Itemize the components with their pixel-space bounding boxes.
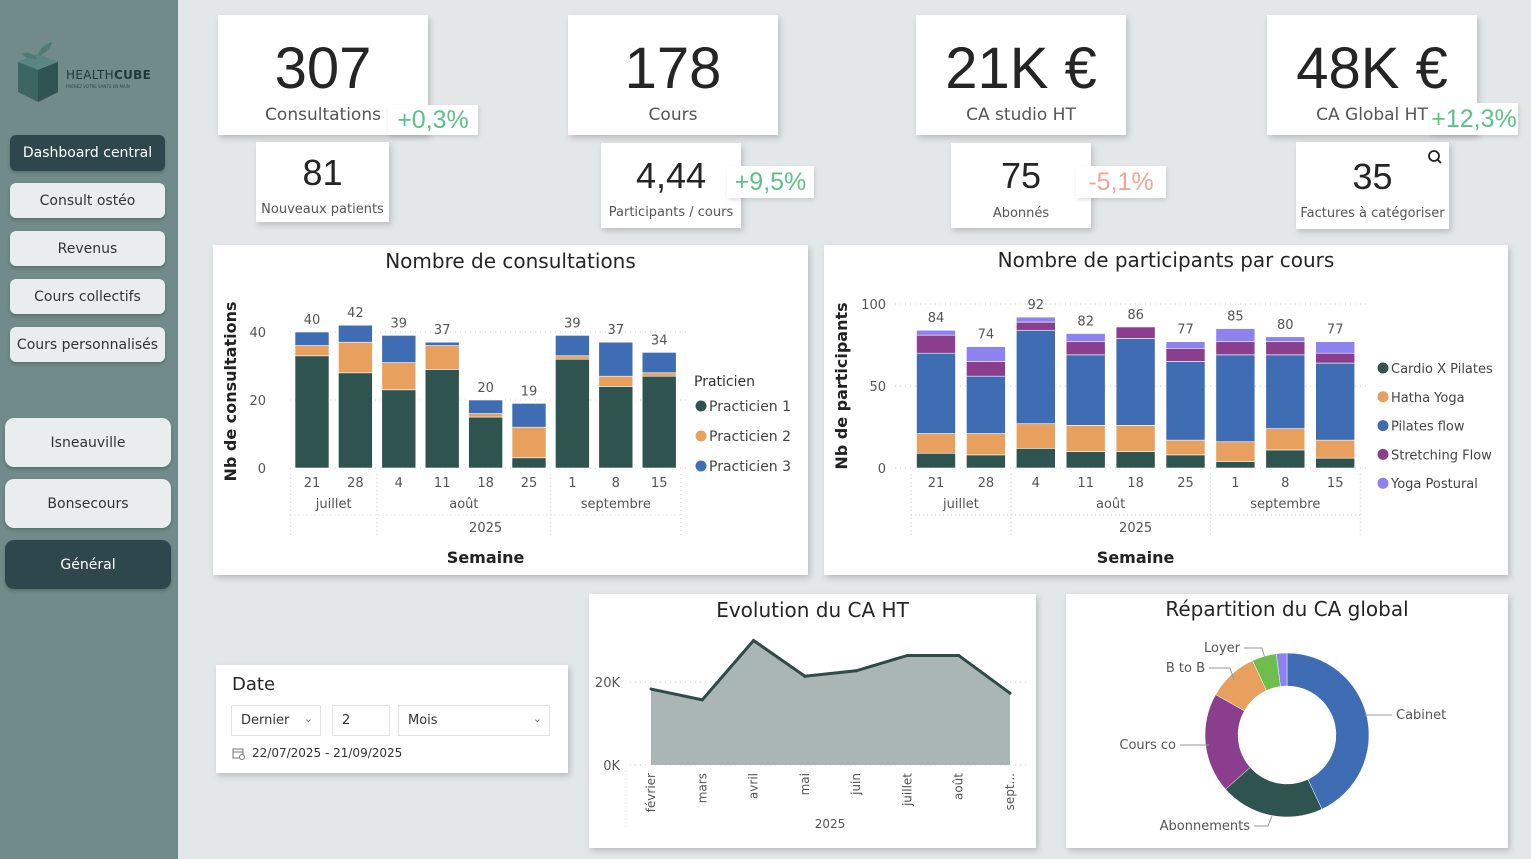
kpi-consultations-value: 307: [274, 36, 372, 101]
kpi-consultations-delta: +0,3%: [388, 105, 478, 135]
date-filter-panel: Date Dernier ⌄ 2 Mois ⌄ 22/07/2025 - 21/09…: [216, 665, 568, 773]
kpi-nouveaux-patients-card: 81 Nouveaux patients: [256, 142, 389, 222]
date-filter-title: Date: [232, 674, 276, 695]
ca-evolution-panel: Evolution du CA HT: [589, 594, 1036, 848]
kpi-ca-global-label: CA Global HT: [1316, 105, 1428, 125]
nav-consult-osteo[interactable]: Consult ostéo: [10, 183, 165, 218]
nav-dashboard-central[interactable]: Dashboard central: [10, 135, 165, 171]
nav-cours-collectifs[interactable]: Cours collectifs: [10, 279, 165, 314]
date-unit-select[interactable]: Mois ⌄: [398, 705, 550, 736]
site-bonsecours-button[interactable]: Bonsecours: [5, 479, 171, 528]
kpi-ca-global-value: 48K €: [1296, 36, 1448, 101]
consultations-chart-title: Nombre de consultations: [385, 249, 636, 273]
chevron-down-icon: ⌄: [532, 712, 542, 725]
kpi-ca-global-card: 48K € CA Global HT: [1267, 15, 1477, 135]
kpi-factures-label: Factures à catégoriser: [1300, 206, 1445, 221]
ca-evolution-title: Evolution du CA HT: [716, 598, 909, 622]
ca-repartition-title: Répartition du CA global: [1165, 597, 1409, 621]
kpi-participants-card: 4,44 Participants / cours: [601, 143, 741, 228]
nav-cours-personnalises[interactable]: Cours personnalisés: [10, 327, 165, 362]
kpi-abonnes-value: 75: [1000, 155, 1042, 196]
date-mode-select[interactable]: Dernier ⌄: [231, 705, 321, 736]
kpi-ca-global-delta: +12,3%: [1430, 103, 1518, 135]
kpi-ca-studio-label: CA studio HT: [966, 105, 1076, 125]
kpi-factures-card[interactable]: 35 Factures à catégoriser: [1296, 142, 1449, 229]
brand-tagline: PRENEZ VOTRE SANTE EN MAIN: [66, 84, 130, 89]
participants-chart-title: Nombre de participants par cours: [997, 248, 1335, 272]
date-count-input[interactable]: 2: [332, 705, 390, 736]
site-isneauville-button[interactable]: Isneauville: [5, 418, 171, 467]
calendar-icon: [232, 748, 245, 760]
kpi-consultations-label: Consultations: [265, 105, 381, 125]
consultations-chart-panel: Nombre de consultations: [213, 245, 808, 575]
kpi-cours-label: Cours: [648, 105, 698, 125]
site-general-button[interactable]: Général: [5, 540, 171, 589]
search-icon[interactable]: [1427, 149, 1443, 165]
date-range-text: 22/07/2025 - 21/09/2025: [252, 746, 403, 760]
date-unit-value: Mois: [408, 713, 438, 728]
kpi-nouveaux-patients-value: 81: [302, 152, 343, 193]
kpi-abonnes-delta: -5,1%: [1076, 166, 1166, 198]
kpi-participants-label: Participants / cours: [608, 205, 734, 220]
brand-name-bold: CUBE: [114, 68, 152, 82]
kpi-cours-card: 178 Cours: [568, 15, 778, 135]
brand-name-light: HEALTH: [66, 68, 115, 82]
kpi-abonnes-label: Abonnés: [992, 206, 1050, 221]
kpi-ca-studio-value: 21K €: [945, 36, 1097, 101]
sidebar: HEALTHCUBE PRENEZ VOTRE SANTE EN MAIN Da…: [0, 0, 178, 859]
brand-name: HEALTHCUBE: [66, 68, 151, 82]
kpi-cours-value: 178: [624, 36, 722, 101]
healthcube-logo: [18, 42, 58, 102]
kpi-participants-delta: +9,5%: [727, 166, 814, 198]
date-mode-value: Dernier: [241, 713, 290, 728]
nav-revenus[interactable]: Revenus: [10, 231, 165, 266]
kpi-consultations-card: 307 Consultations: [218, 15, 428, 135]
kpi-ca-studio-card: 21K € CA studio HT: [916, 15, 1126, 135]
kpi-factures-value: 35: [1352, 156, 1393, 197]
ca-repartition-panel: Répartition du CA global: [1066, 594, 1508, 848]
kpi-participants-value: 4,44: [635, 155, 707, 196]
kpi-abonnes-card: 75 Abonnés: [951, 143, 1091, 228]
chevron-down-icon: ⌄: [303, 712, 313, 725]
participants-chart-panel: Nombre de participants par cours: [824, 245, 1508, 575]
kpi-nouveaux-patients-label: Nouveaux patients: [261, 202, 384, 217]
